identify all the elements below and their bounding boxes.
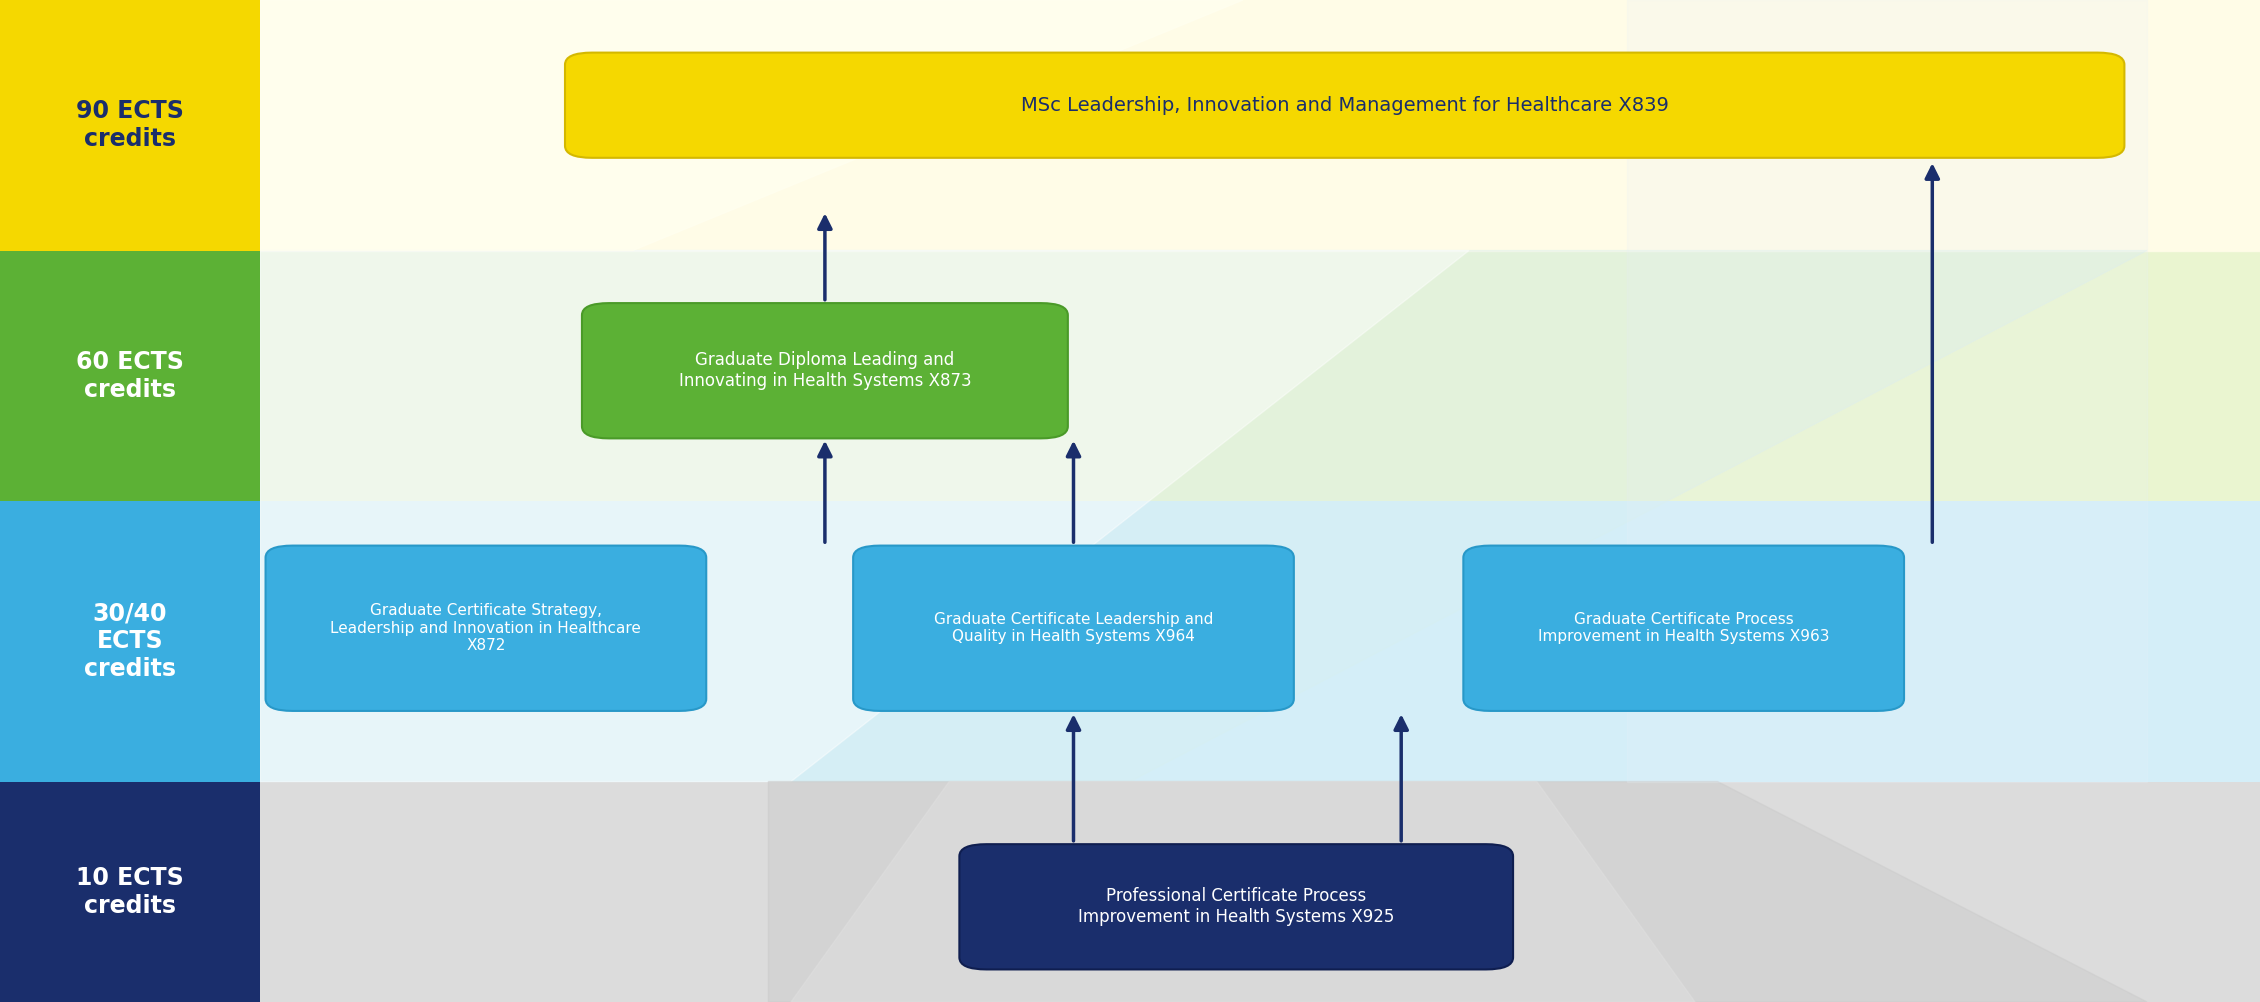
Text: 90 ECTS
credits: 90 ECTS credits (77, 99, 183, 151)
Polygon shape (260, 0, 2260, 250)
FancyBboxPatch shape (583, 304, 1069, 439)
Bar (260, 0, 2260, 250)
Bar (260, 501, 2260, 782)
Polygon shape (260, 0, 1243, 250)
FancyBboxPatch shape (267, 545, 705, 711)
Text: Graduate Certificate Leadership and
Quality in Health Systems X964: Graduate Certificate Leadership and Qual… (933, 612, 1214, 644)
Text: Graduate Diploma Leading and
Innovating in Health Systems X873: Graduate Diploma Leading and Innovating … (678, 352, 972, 390)
FancyBboxPatch shape (565, 53, 2124, 157)
FancyBboxPatch shape (960, 844, 1514, 970)
FancyBboxPatch shape (852, 545, 1293, 711)
Bar (0, 250, 260, 501)
Polygon shape (260, 250, 2147, 782)
Text: 30/40
ECTS
credits: 30/40 ECTS credits (84, 601, 176, 681)
Text: 60 ECTS
credits: 60 ECTS credits (77, 350, 183, 402)
Polygon shape (260, 250, 1469, 782)
Bar (260, 782, 2260, 1002)
Polygon shape (1627, 0, 2147, 782)
Text: MSc Leadership, Innovation and Management for Healthcare X839: MSc Leadership, Innovation and Managemen… (1022, 96, 1668, 114)
Text: Professional Certificate Process
Improvement in Health Systems X925: Professional Certificate Process Improve… (1078, 888, 1394, 926)
Text: Graduate Certificate Strategy,
Leadership and Innovation in Healthcare
X872: Graduate Certificate Strategy, Leadershi… (330, 603, 642, 653)
Bar (260, 250, 2260, 501)
Text: Graduate Certificate Process
Improvement in Health Systems X963: Graduate Certificate Process Improvement… (1539, 612, 1828, 644)
Polygon shape (791, 782, 1695, 1002)
Text: 10 ECTS
credits: 10 ECTS credits (77, 866, 183, 918)
Bar (0, 501, 260, 782)
Polygon shape (768, 782, 2147, 1002)
Bar (0, 782, 260, 1002)
Bar (0, 0, 260, 250)
FancyBboxPatch shape (1464, 545, 1903, 711)
